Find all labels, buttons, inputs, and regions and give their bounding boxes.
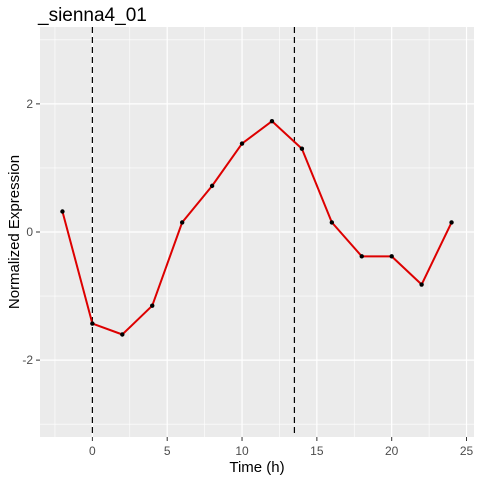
data-point — [269, 118, 275, 124]
data-points — [60, 118, 454, 337]
data-point — [329, 220, 335, 225]
data-point — [449, 220, 454, 225]
x-tick-label: 15 — [310, 444, 324, 458]
series-lines — [61, 120, 453, 336]
data-point — [239, 141, 245, 146]
data-point — [90, 321, 95, 326]
y-tick-label: 2 — [26, 97, 33, 111]
data-point — [209, 183, 215, 189]
y-axis: -2 0 2 — [22, 97, 40, 367]
y-axis-title: Normalized Expression — [6, 155, 23, 309]
x-tick-label: 25 — [460, 444, 474, 458]
data-point — [60, 209, 65, 214]
data-point — [359, 254, 364, 259]
data-point — [419, 282, 424, 287]
data-point — [120, 332, 125, 337]
x-axis-title: Time (h) — [229, 459, 284, 476]
data-point — [179, 220, 185, 225]
x-tick-label: 5 — [164, 444, 171, 458]
x-tick-label: 0 — [89, 444, 96, 458]
x-tick-label: 20 — [385, 444, 399, 458]
reference-lines — [91, 27, 296, 437]
series-line — [61, 120, 453, 336]
x-tick-label: 10 — [235, 444, 249, 458]
y-tick-label: 0 — [26, 225, 33, 239]
x-axis: 0 5 10 15 20 25 — [89, 437, 474, 458]
y-tick-label: -2 — [22, 353, 33, 367]
chart-title: _sienna4_01 — [37, 5, 147, 26]
data-point — [389, 254, 394, 259]
data-point — [299, 146, 305, 151]
data-point — [150, 303, 155, 308]
